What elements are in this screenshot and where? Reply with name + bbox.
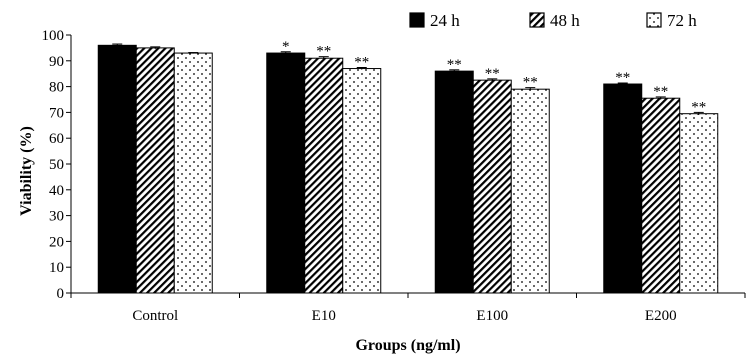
y-tick-label-50: 50 bbox=[49, 157, 64, 173]
significance-e10-72-h: ** bbox=[354, 55, 369, 71]
legend-swatch-72-h bbox=[646, 12, 662, 28]
bar-e100-24-h bbox=[434, 70, 474, 294]
significance-e10-48-h: ** bbox=[316, 44, 331, 60]
significance-e200-48-h: ** bbox=[653, 84, 668, 100]
y-tick-label-80: 80 bbox=[49, 80, 64, 96]
x-axis-ticks: Control E10 E100 E200 bbox=[70, 293, 746, 324]
legend-swatch-24-h bbox=[409, 12, 425, 28]
bar-e10-72-h bbox=[342, 68, 382, 294]
bar-e200-24-h bbox=[603, 83, 643, 294]
y-tick-label-0: 0 bbox=[57, 286, 65, 302]
significance-e10-24-h: * bbox=[282, 39, 290, 55]
bar-series-group: * **** ****** ****** bbox=[97, 39, 719, 294]
bar-control-24-h bbox=[97, 44, 137, 294]
x-axis-title: Groups (ng/ml) bbox=[355, 337, 460, 354]
significance-e100-72-h: ** bbox=[523, 75, 538, 91]
bar-e100-72-h bbox=[510, 88, 550, 294]
y-axis-ticks: 0 10 20 30 40 50 60 70 80 90 100 bbox=[42, 28, 71, 302]
chart-legend: 24 h 48 h 72 h bbox=[409, 11, 697, 30]
y-tick-label-70: 70 bbox=[49, 105, 64, 121]
legend-label-24-h: 24 h bbox=[430, 11, 460, 30]
legend-label-72-h: 72 h bbox=[667, 11, 697, 30]
chart-axes: 0 10 20 30 40 50 60 70 80 90 100 Control E10 E100 E20… bbox=[42, 28, 746, 324]
x-tick-label-e100: E100 bbox=[476, 308, 508, 324]
y-tick-label-30: 30 bbox=[49, 209, 64, 225]
y-tick-label-100: 100 bbox=[42, 28, 65, 44]
significance-e100-24-h: ** bbox=[447, 57, 462, 73]
x-tick-label-e10: E10 bbox=[312, 308, 336, 324]
x-tick-label-control: Control bbox=[132, 308, 178, 324]
legend-swatch-48-h bbox=[529, 12, 545, 28]
bar-e200-48-h bbox=[641, 97, 681, 294]
significance-e100-48-h: ** bbox=[485, 66, 500, 82]
y-tick-label-20: 20 bbox=[49, 234, 64, 250]
x-tick-label-e200: E200 bbox=[645, 308, 677, 324]
y-tick-label-40: 40 bbox=[49, 183, 64, 199]
bar-e200-72-h bbox=[679, 113, 719, 294]
y-tick-label-60: 60 bbox=[49, 131, 64, 147]
y-tick-label-90: 90 bbox=[49, 54, 64, 70]
y-tick-label-10: 10 bbox=[49, 260, 64, 276]
legend-label-48-h: 48 h bbox=[550, 11, 580, 30]
bar-e10-24-h bbox=[266, 52, 306, 294]
bar-e10-48-h bbox=[304, 57, 344, 294]
significance-e200-72-h: ** bbox=[691, 99, 706, 115]
y-axis-title: Viability (%) bbox=[18, 126, 35, 216]
bar-control-72-h bbox=[173, 52, 213, 294]
bar-e100-48-h bbox=[472, 79, 512, 294]
significance-e200-24-h: ** bbox=[615, 70, 630, 86]
bar-control-48-h bbox=[135, 47, 175, 294]
